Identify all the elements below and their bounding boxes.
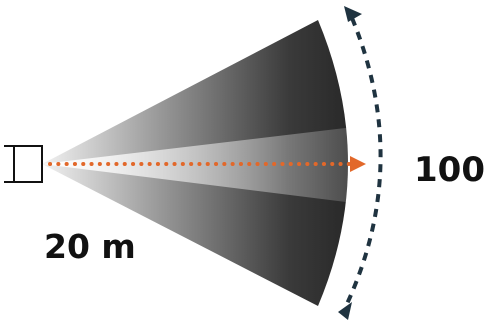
angle-label: 100º (414, 150, 486, 190)
range-label: 20 m (44, 227, 136, 266)
beam-center-band (42, 126, 366, 204)
range-dotted-arrow (48, 156, 366, 172)
angle-arc-arrow (338, 6, 383, 320)
sensor-icon (4, 145, 43, 183)
